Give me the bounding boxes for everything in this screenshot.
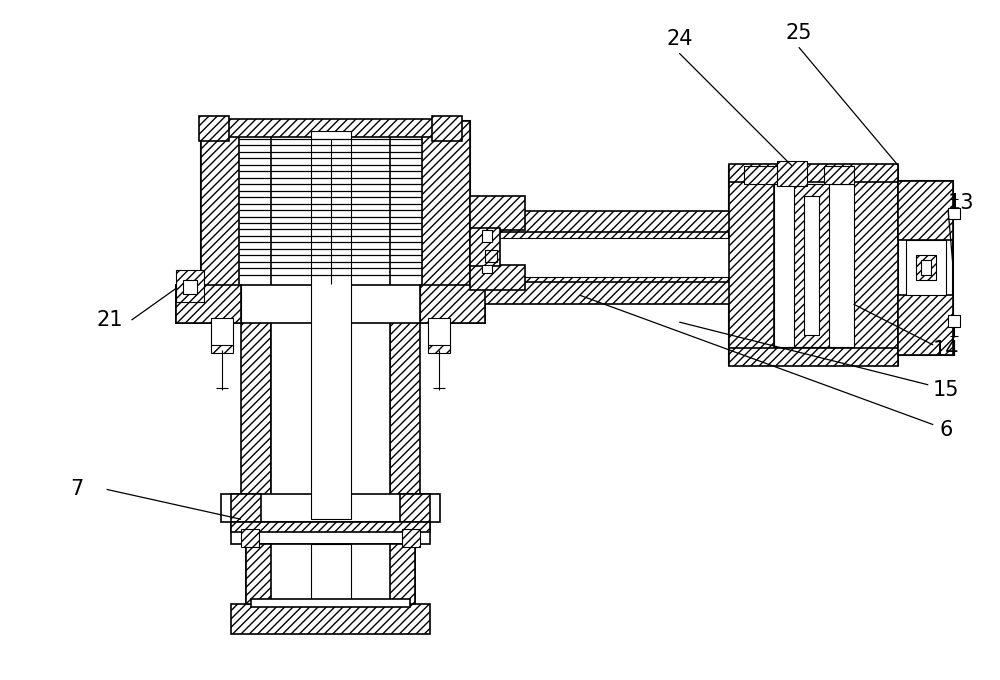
Bar [482,231,492,242]
Bar [470,228,500,267]
Bar [948,315,960,327]
Bar [221,119,440,137]
Bar [428,318,450,348]
Bar [221,494,440,522]
Bar [428,345,450,353]
Bar [183,280,197,294]
Bar [422,121,470,288]
Bar [199,116,229,141]
Bar [420,285,485,323]
Text: 14: 14 [933,340,959,360]
Bar [231,522,430,532]
Bar [176,285,241,323]
Bar [246,544,271,604]
Bar [470,196,525,231]
Bar [916,256,936,280]
Bar [470,265,525,290]
Bar [201,121,470,288]
Text: 6: 6 [939,420,953,440]
Text: 15: 15 [933,380,959,400]
Bar [854,166,898,365]
Bar [794,184,829,347]
Bar [470,231,809,285]
Bar [729,164,898,182]
Bar [774,184,854,347]
Bar [482,265,492,273]
Bar [201,121,239,288]
Bar [470,282,809,304]
Bar [231,494,261,522]
Bar [311,544,351,604]
Bar [241,131,271,520]
Text: 25: 25 [786,23,812,44]
Bar [729,166,774,365]
Bar [390,131,420,520]
Bar [390,544,415,604]
Bar [777,160,807,186]
Text: 7: 7 [70,479,83,499]
Bar [231,522,430,544]
Bar [824,166,854,184]
Bar [241,529,259,547]
Bar [176,270,204,302]
Bar [744,166,789,184]
Bar [898,295,953,355]
Bar [485,239,794,277]
Bar [729,166,898,365]
Text: 24: 24 [666,29,693,49]
Bar [251,599,410,607]
Bar [311,131,351,520]
Text: 13: 13 [948,192,974,213]
Bar [898,181,953,355]
Bar [271,131,390,520]
Bar [402,529,420,547]
Text: 21: 21 [96,310,123,330]
Bar [246,544,415,604]
Bar [470,211,809,233]
Bar [485,250,497,262]
Bar [432,116,462,141]
Bar [948,207,960,220]
Bar [729,348,898,366]
Bar [906,241,946,295]
Bar [231,604,430,634]
Bar [176,285,485,323]
Bar [898,181,953,241]
Bar [804,196,819,335]
Bar [211,318,233,348]
Bar [400,494,430,522]
Bar [211,345,233,353]
Bar [921,260,931,275]
